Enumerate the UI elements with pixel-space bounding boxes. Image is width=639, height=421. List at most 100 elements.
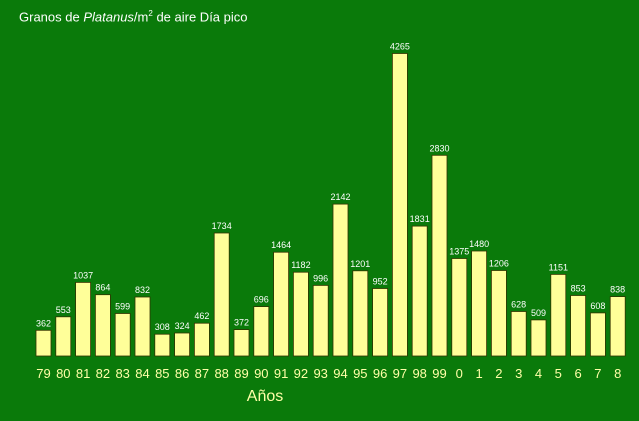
value-label-0: 1375 [449, 247, 469, 257]
x-axis-label: Años [247, 388, 283, 405]
title-unit: /m [133, 9, 149, 25]
bar-83 [114, 313, 131, 357]
value-label-93: 996 [313, 273, 328, 283]
x-tick-label-81: 81 [76, 366, 90, 381]
value-label-3: 628 [511, 300, 526, 310]
value-label-79: 362 [36, 318, 51, 328]
bar-84 [134, 296, 151, 357]
x-tick-label-90: 90 [254, 366, 268, 381]
bar-6 [570, 295, 586, 357]
value-label-86: 324 [175, 321, 190, 331]
x-tick-label-94: 94 [333, 366, 347, 381]
bar-8 [609, 296, 626, 357]
x-tick-label-99: 99 [432, 366, 446, 381]
value-label-98: 1831 [410, 214, 430, 224]
x-tick-label-96: 96 [373, 366, 387, 381]
x-tick-label-95: 95 [353, 366, 367, 381]
x-tick-label-87: 87 [195, 366, 209, 381]
x-tick-label-93: 93 [313, 366, 327, 381]
value-label-1: 1480 [469, 239, 489, 249]
value-label-5: 1151 [549, 262, 568, 272]
x-tick-label-89: 89 [234, 366, 248, 381]
bar-1 [471, 250, 488, 357]
value-label-91: 1464 [271, 240, 291, 250]
bar-89 [233, 329, 250, 357]
value-label-4: 509 [531, 308, 546, 318]
x-tick-label-3: 3 [515, 366, 522, 381]
x-tick-label-85: 85 [155, 366, 169, 381]
x-tick-label-1: 1 [475, 366, 482, 381]
x-tick-label-0: 0 [456, 366, 463, 381]
value-label-96: 952 [373, 277, 388, 287]
bar-80 [55, 316, 72, 357]
bar-2 [490, 270, 507, 357]
x-tick-label-88: 88 [214, 366, 228, 381]
x-tick-label-4: 4 [535, 366, 542, 381]
value-label-92: 1182 [291, 260, 310, 270]
value-label-7: 608 [590, 301, 605, 311]
chart-title: Granos de Platanus/m2 de aire Día pico [19, 9, 248, 24]
x-tick-label-97: 97 [393, 366, 407, 381]
bar-86 [174, 332, 191, 357]
value-label-84: 832 [135, 285, 150, 295]
bar-93 [312, 284, 329, 357]
bar-0 [451, 258, 468, 357]
bar-97 [391, 53, 408, 357]
value-label-6: 853 [571, 284, 586, 294]
value-label-82: 864 [95, 283, 110, 293]
value-label-88: 1734 [212, 221, 232, 231]
bar-7 [590, 312, 606, 357]
title-unit-exponent: 2 [148, 9, 153, 18]
bar-92 [292, 271, 309, 357]
value-label-87: 462 [194, 311, 209, 321]
bar-88 [213, 232, 230, 357]
bar-96 [372, 288, 389, 357]
bar-3 [510, 311, 527, 357]
bar-94 [332, 203, 349, 357]
bar-95 [352, 270, 369, 357]
value-label-97: 4265 [390, 42, 410, 52]
bar-79 [35, 329, 52, 357]
title-species: Platanus [83, 9, 134, 25]
bar-5 [550, 273, 567, 357]
value-label-2: 1206 [489, 259, 509, 269]
bar-87 [193, 322, 210, 357]
value-label-99: 2830 [429, 143, 449, 153]
x-tick-label-2: 2 [495, 366, 502, 381]
x-tick-label-7: 7 [594, 366, 601, 381]
x-tick-label-84: 84 [135, 366, 149, 381]
title-suffix: de aire Día pico [152, 9, 248, 25]
bar-99 [431, 154, 448, 357]
x-tick-labels-group: 79 80 81 82 83 84 85 86 87 88 89 90 91 92 93 94 95 96 97 98… [36, 366, 621, 381]
bar-4 [530, 319, 547, 357]
value-label-85: 308 [155, 322, 170, 332]
x-tick-label-82: 82 [96, 366, 110, 381]
x-tick-label-98: 98 [412, 366, 426, 381]
x-tick-label-6: 6 [574, 366, 581, 381]
bar-91 [273, 251, 290, 357]
x-tick-label-8: 8 [614, 366, 621, 381]
value-label-8: 838 [610, 285, 625, 295]
x-tick-label-80: 80 [56, 366, 70, 381]
title-prefix: Granos de [19, 9, 84, 25]
value-label-95: 1201 [350, 259, 370, 269]
x-tick-label-5: 5 [555, 366, 562, 381]
value-label-83: 599 [115, 302, 130, 312]
value-label-89: 372 [234, 318, 249, 328]
value-label-90: 696 [254, 295, 269, 305]
bar-85 [154, 333, 171, 357]
x-tick-label-83: 83 [115, 366, 129, 381]
value-label-80: 553 [56, 305, 71, 315]
x-tick-label-92: 92 [294, 366, 308, 381]
x-tick-label-91: 91 [274, 366, 288, 381]
bars-group [35, 53, 626, 357]
x-tick-label-79: 79 [36, 366, 50, 381]
value-label-81: 1037 [73, 270, 93, 280]
x-tick-label-86: 86 [175, 366, 189, 381]
bar-81 [75, 281, 91, 357]
bar-90 [253, 306, 270, 357]
bar-82 [95, 294, 111, 357]
